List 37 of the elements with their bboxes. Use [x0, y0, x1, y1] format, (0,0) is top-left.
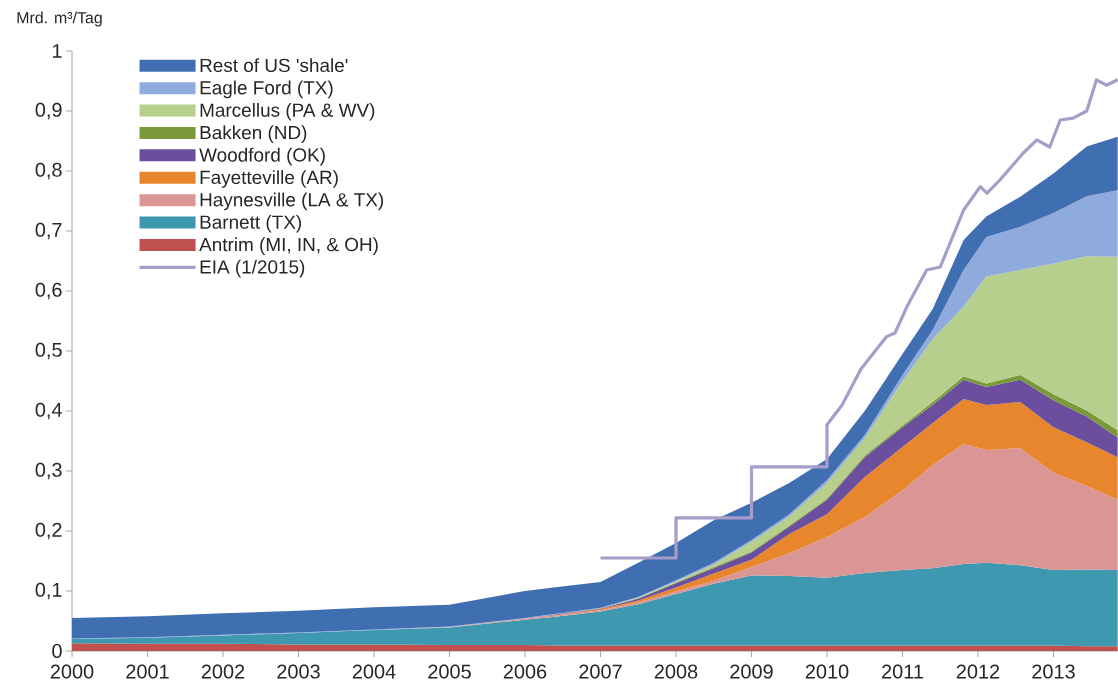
legend-label: Fayetteville (AR) — [200, 170, 338, 188]
legend-label: Eagle Ford (TX) — [200, 80, 333, 99]
x-tick-label: 2004 — [352, 664, 396, 679]
legend-label: Rest of US 'shale' — [200, 58, 348, 73]
line-series — [598, 78, 1118, 560]
y-tick-label: 1 — [52, 44, 62, 58]
x-tick-label: 2005 — [428, 664, 471, 679]
y-tick-label: 0,4 — [35, 402, 62, 420]
x-tick-label: 2002 — [201, 664, 245, 679]
y-axis-title: Mrd. m³/Tag — [17, 11, 102, 27]
legend-label: Bakken (ND) — [200, 125, 307, 144]
y-tick-label: 0,1 — [35, 582, 62, 600]
legend-label: Marcellus (PA & WV) — [200, 102, 375, 121]
x-tick-label: 2013 — [1032, 664, 1075, 679]
x-tick-label: 2008 — [654, 664, 698, 679]
y-tick-label: 0,8 — [35, 162, 62, 180]
x-tick-label: 2012 — [956, 664, 1000, 679]
legend-label: Barnett (TX) — [200, 214, 302, 233]
x-tick-label: 2006 — [503, 664, 547, 679]
y-tick-label: 0,6 — [35, 282, 62, 300]
y-tick-label: 0,3 — [35, 462, 62, 480]
legend-label: Woodford (OK) — [199, 147, 325, 166]
legend-label: Haynesville (LA & TX) — [200, 192, 384, 211]
legend-label: EIA (1/2015) — [200, 259, 305, 278]
x-tick-label: 2011 — [882, 664, 923, 679]
y-tick-label: 0 — [52, 643, 62, 659]
legend-label: Antrim (MI, IN, & OH) — [199, 237, 378, 255]
x-tick-label: 2003 — [277, 664, 320, 679]
x-tick-label: 2007 — [579, 664, 622, 679]
y-tick-label: 0,5 — [35, 342, 62, 360]
x-tick-label: 2010 — [805, 664, 849, 679]
x-tick-label: 2001 — [126, 664, 169, 679]
x-tick-label: 2009 — [730, 664, 773, 679]
y-tick-label: 0,7 — [35, 222, 62, 240]
y-tick-label: 0,2 — [35, 522, 62, 540]
x-tick-label: 2000 — [50, 664, 94, 679]
y-tick-label: 0,9 — [35, 102, 62, 120]
